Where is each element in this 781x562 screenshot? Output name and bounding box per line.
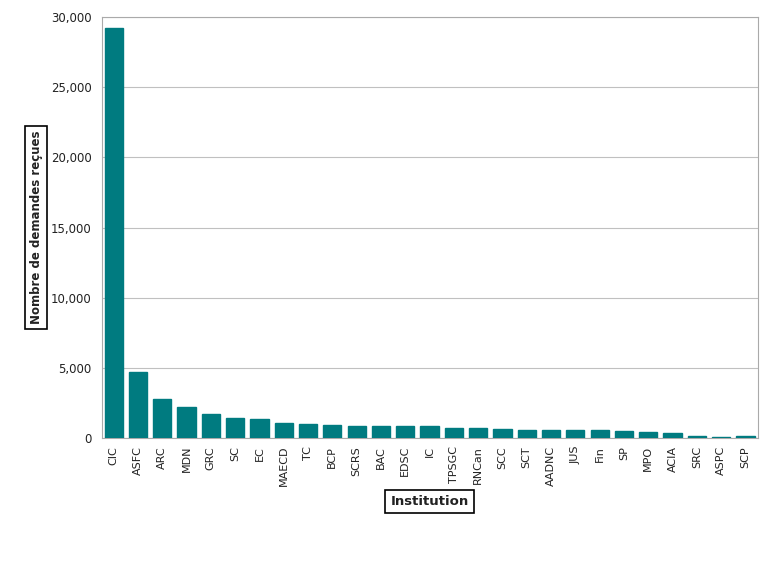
Bar [299,424,317,438]
Bar [201,415,220,438]
Bar [615,432,633,438]
Bar [129,373,147,438]
Bar [177,407,196,438]
X-axis label: Institution: Institution [390,495,469,508]
Bar [153,399,171,438]
Bar [566,430,584,438]
Bar [712,437,730,438]
Bar [420,427,439,438]
Bar [105,28,123,438]
Bar [494,429,512,438]
Bar [396,426,415,438]
Bar [323,425,341,438]
Bar [348,426,366,438]
Bar [736,436,754,438]
Bar [663,433,682,438]
Bar [226,418,244,438]
Bar [639,432,658,438]
Bar [590,430,608,438]
Y-axis label: Nombre de demandes reçues: Nombre de demandes reçues [30,131,43,324]
Bar [469,428,487,438]
Bar [275,423,293,438]
Bar [542,430,560,438]
Bar [251,419,269,438]
Bar [518,430,536,438]
Bar [372,427,390,438]
Bar [688,436,706,438]
Bar [444,428,463,438]
